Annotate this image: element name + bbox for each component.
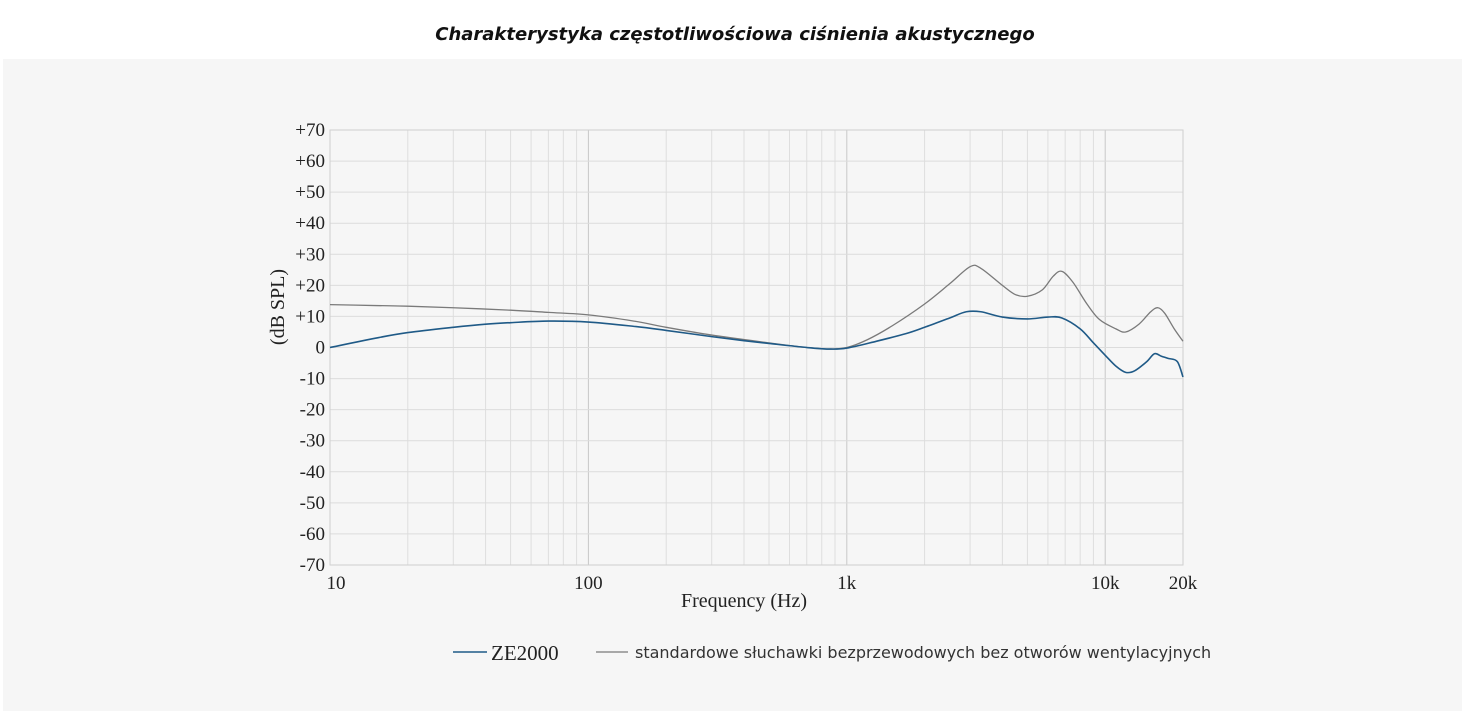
series-line-ze2000	[329, 310, 1184, 378]
y-tick-label: +50	[295, 182, 325, 203]
y-tick-label: +40	[295, 213, 325, 234]
chart-panel: +70 +60 +50 +40 +30 +20 +10 0 -10 -20 -30 -40 -50 -60…	[3, 59, 1462, 711]
y-tick-label: -60	[300, 524, 325, 545]
y-tick-label: +30	[295, 244, 325, 265]
y-tick-labels: +70 +60 +50 +40 +30 +20 +10 0 -10 -20 -30 -40 -50 -60…	[295, 120, 325, 576]
y-tick-label: -70	[300, 555, 325, 576]
y-tick-label: +70	[295, 120, 325, 141]
y-tick-label: -30	[300, 431, 325, 452]
y-tick-label: -20	[300, 400, 325, 421]
x-axis-label: Frequency (Hz)	[681, 590, 807, 612]
y-tick-label: -10	[300, 369, 325, 390]
y-tick-label: +20	[295, 275, 325, 296]
grid-y	[330, 129, 1183, 566]
y-tick-label: +10	[295, 306, 325, 327]
frequency-response-chart: +70 +60 +50 +40 +30 +20 +10 0 -10 -20 -30 -40 -50 -60…	[267, 120, 1211, 665]
series-line-standard	[329, 264, 1184, 350]
y-axis-label: (dB SPL)	[267, 269, 289, 345]
y-tick-label: -40	[300, 462, 325, 483]
legend-label-standard: standardowe słuchawki bezprzewodowych be…	[635, 643, 1211, 662]
legend-label-ze2000: ZE2000	[491, 641, 559, 665]
x-tick-label: 20k	[1169, 573, 1198, 594]
x-tick-labels: 10 100 1k 10k 20k	[327, 573, 1198, 594]
x-tick-label: 10	[327, 573, 346, 594]
chart-title: Charakterystyka częstotliwościowa ciśnie…	[435, 24, 1035, 45]
y-tick-label: +60	[295, 151, 325, 172]
series-lines	[329, 264, 1184, 378]
y-tick-label: 0	[316, 338, 326, 359]
y-tick-label: -50	[300, 493, 325, 514]
x-tick-label: 1k	[837, 573, 857, 594]
x-tick-label: 10k	[1091, 573, 1120, 594]
x-tick-label: 100	[574, 573, 603, 594]
legend: ZE2000 standardowe słuchawki bezprzewodo…	[453, 641, 1211, 665]
